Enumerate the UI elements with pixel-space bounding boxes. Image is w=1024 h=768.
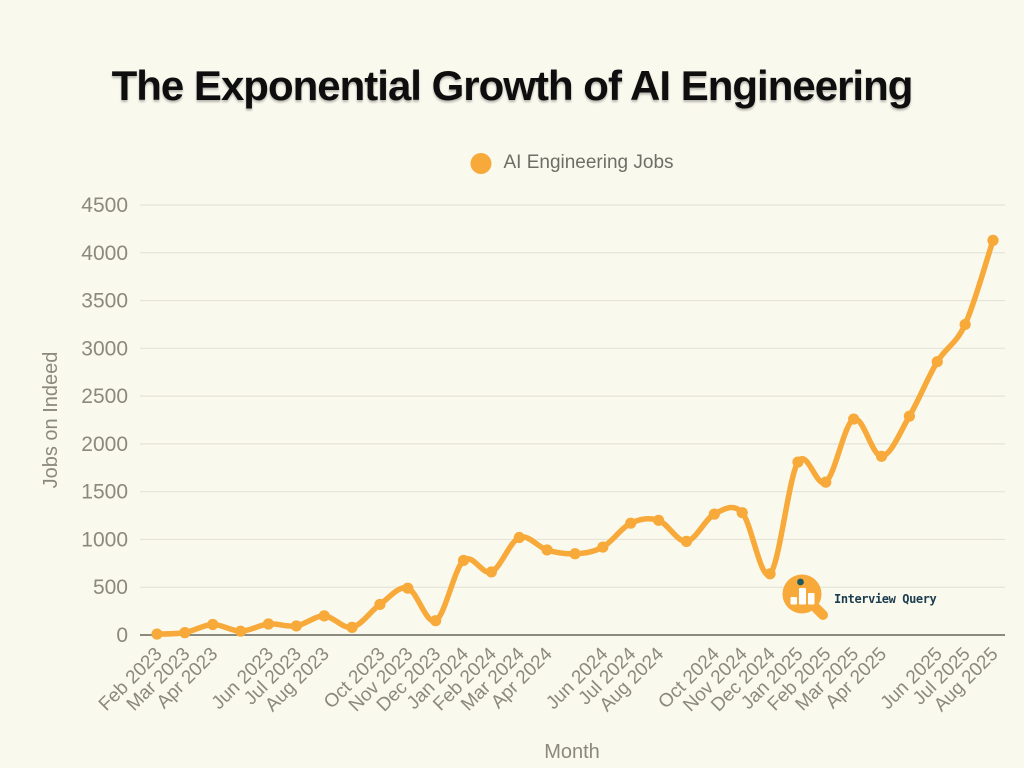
svg-text:3000: 3000: [81, 337, 128, 360]
chart-title: The Exponential Growth of AI Engineering: [111, 62, 914, 109]
data-point-marker: [346, 621, 358, 633]
data-point-marker: [151, 628, 163, 640]
y-axis-title: Jobs on Indeed: [40, 352, 62, 489]
data-point-marker: [653, 514, 665, 526]
svg-text:4000: 4000: [81, 242, 128, 265]
data-point-marker: [541, 544, 553, 556]
svg-text:3500: 3500: [81, 290, 128, 313]
data-point-marker: [792, 456, 804, 468]
data-point-marker: [597, 541, 609, 553]
legend-item-ai-engineering-jobs[interactable]: AI Engineering Jobs: [470, 152, 674, 174]
data-point-marker: [569, 548, 581, 560]
svg-text:2000: 2000: [81, 433, 128, 456]
data-point-marker: [625, 517, 637, 529]
data-point-marker: [457, 554, 470, 567]
data-point-marker: [903, 410, 916, 422]
svg-text:1000: 1000: [81, 528, 128, 551]
data-point-marker: [430, 615, 442, 627]
legend-label: AI Engineering Jobs: [503, 152, 674, 173]
magnifier-bar-chart-icon: [782, 574, 828, 620]
data-point-marker: [485, 566, 497, 578]
data-point-marker: [931, 356, 943, 368]
data-point-marker: [402, 582, 414, 594]
data-point-marker: [875, 450, 888, 462]
svg-text:1500: 1500: [81, 481, 128, 504]
y-gridlines: [140, 204, 1005, 636]
data-point-marker: [374, 598, 386, 611]
data-point-marker: [318, 610, 330, 622]
data-point-marker: [207, 618, 219, 631]
data-point-marker: [848, 413, 860, 425]
svg-text:0: 0: [116, 624, 128, 647]
data-point-marker: [736, 507, 748, 519]
data-point-marker: [680, 535, 693, 547]
data-point-marker: [820, 476, 832, 488]
data-point-marker: [235, 625, 247, 637]
data-point-marker: [179, 627, 191, 639]
data-point-marker: [290, 620, 302, 632]
svg-text:4500: 4500: [81, 194, 128, 217]
data-point-marker: [262, 618, 275, 630]
logo-wordmark: Interview Query: [834, 592, 937, 606]
x-axis-title: Month: [544, 741, 600, 763]
data-point-marker: [708, 508, 720, 520]
svg-text:2500: 2500: [81, 385, 128, 408]
svg-text:500: 500: [93, 576, 128, 599]
data-point-marker: [987, 234, 999, 246]
y-tick-labels: 0 500 1000 1500 2000 2500 3000 3500 4000 4500: [81, 194, 128, 647]
series-markers: [151, 234, 999, 640]
data-point-marker: [513, 531, 525, 544]
data-point-marker: [764, 568, 776, 580]
data-point-marker: [959, 318, 971, 331]
legend-marker-icon: [470, 152, 492, 174]
interview-query-logo: Interview Query: [776, 570, 937, 624]
